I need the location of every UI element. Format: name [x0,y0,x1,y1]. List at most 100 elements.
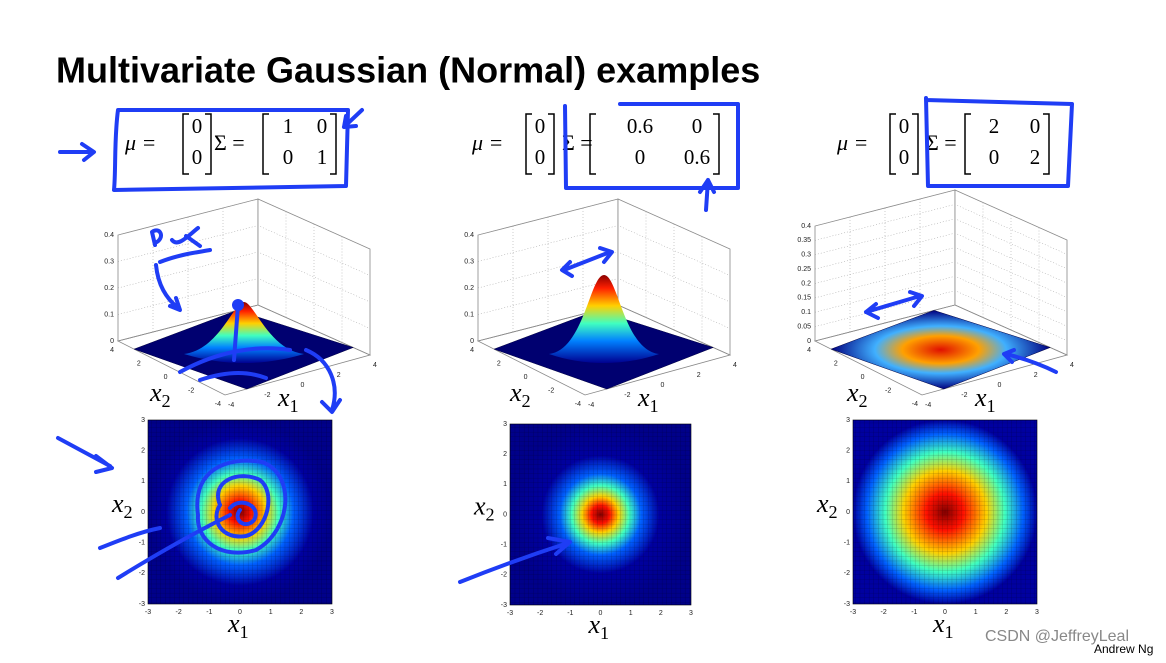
sigma-entry: 0.6 [684,145,710,169]
x1-tick-label: 4 [373,362,377,369]
x2-tick-label: 4 [807,347,811,354]
x2-tick-label: -4 [215,401,221,408]
axis-label: x1 [277,383,299,416]
axis-label: x1 [637,383,659,416]
x1-tick-label: -4 [228,402,234,409]
matrix-bracket [262,113,269,175]
grid-line [477,278,731,329]
x-tick-label: 2 [659,610,663,617]
y-tick-label: 2 [141,448,145,455]
x1-tick-label: -2 [961,392,967,399]
y-tick-label: 0 [846,509,850,516]
x1-tick-label: -2 [264,392,270,399]
x2-tick-label: 0 [164,374,168,381]
matrix-bracket [1043,113,1050,175]
sigma-entry: 0 [635,145,646,169]
z-tick-label: 0.15 [797,295,811,302]
z-tick-label: 0.3 [104,258,114,265]
mu-symbol: μ = [471,130,503,155]
grid-line [814,290,1068,341]
mu-entry: 0 [535,114,546,138]
grid-line [814,189,1068,241]
sigma-entry: 0.6 [627,114,653,138]
matrix-bracket [713,113,720,175]
x2-tick-label: 4 [110,347,114,354]
annotation-text [150,226,212,264]
mu-symbol: μ = [124,130,156,155]
x-tick-label: -1 [911,609,917,616]
axis-label-sub: 2 [124,502,133,522]
x-tick-label: -2 [176,609,182,616]
y-tick-label: -1 [501,542,507,549]
x1-tick-label: -4 [588,402,594,409]
matrix-bracket [889,113,896,175]
x1-tick-label: -2 [624,392,630,399]
grid-line [814,261,1068,313]
matrix-bracket [182,113,189,175]
axis-label-sub: 1 [650,396,659,416]
grid-line [117,225,371,276]
z-tick-label: 0.05 [797,323,811,330]
surface-base [830,310,1051,390]
annotation-contours [195,458,288,555]
z-tick-label: 0.25 [797,266,811,273]
annotations [56,96,1074,584]
z-tick-label: 0.4 [464,232,474,239]
y-tick-label: 3 [503,421,507,428]
annotation-box [924,96,1074,188]
matrix-bracket [964,113,971,175]
z-tick-label: 0 [470,338,474,345]
surface-peak [549,275,659,363]
grid-line [477,251,731,303]
x-tick-label: -2 [537,610,543,617]
annotation-arrow [458,536,572,584]
axis-label-base: x [227,609,240,638]
annotation-lines [98,513,232,580]
mu-entry: 0 [192,145,203,169]
y-tick-label: 1 [141,478,145,485]
y-tick-label: 2 [846,448,850,455]
y-tick-label: -2 [501,572,507,579]
axis-label-base: x [473,491,486,520]
x-tick-label: -2 [881,609,887,616]
x2-tick-label: 0 [861,374,865,381]
annotation-arrow [154,263,182,312]
axis-label: x1 [588,610,610,643]
y-tick-label: 3 [846,417,850,424]
sigma-symbol: Σ = [926,130,957,155]
y-tick-label: 3 [141,417,145,424]
x1-tick-label: 0 [998,382,1002,389]
grid-line [814,304,1068,356]
axis-label-base: x [816,489,829,518]
matrix-bracket [205,113,212,175]
matrix-bracket [525,113,532,175]
z-tick-label: 0 [110,338,114,345]
sigma-entry: 0 [989,145,1000,169]
annotation-arrow [342,108,364,129]
axis-label-sub: 2 [859,391,868,411]
x1-tick-label: 4 [1070,362,1074,369]
y-tick-label: 1 [846,478,850,485]
axis-label-sub: 1 [290,396,299,416]
x2-tick-label: -4 [912,401,918,408]
x2-tick-label: 4 [470,347,474,354]
sigma-entry: 2 [989,114,1000,138]
y-tick-label: -3 [139,601,145,608]
axis-label-sub: 2 [829,502,838,522]
axis-label-sub: 1 [945,622,954,642]
grid-line [884,208,1012,330]
y-tick-label: -1 [139,540,145,547]
mu-entry: 0 [899,114,910,138]
watermark: CSDN @JeffreyLeal [985,628,1129,645]
y-tick-label: 1 [503,481,507,488]
axis-label: x2 [473,491,495,524]
axis-label-sub: 2 [486,504,495,524]
z-tick-label: 0 [807,338,811,345]
axis-label: x2 [816,489,838,522]
y-tick-label: -1 [844,540,850,547]
axis-label-base: x [932,609,945,638]
axis-label: x2 [846,378,868,411]
